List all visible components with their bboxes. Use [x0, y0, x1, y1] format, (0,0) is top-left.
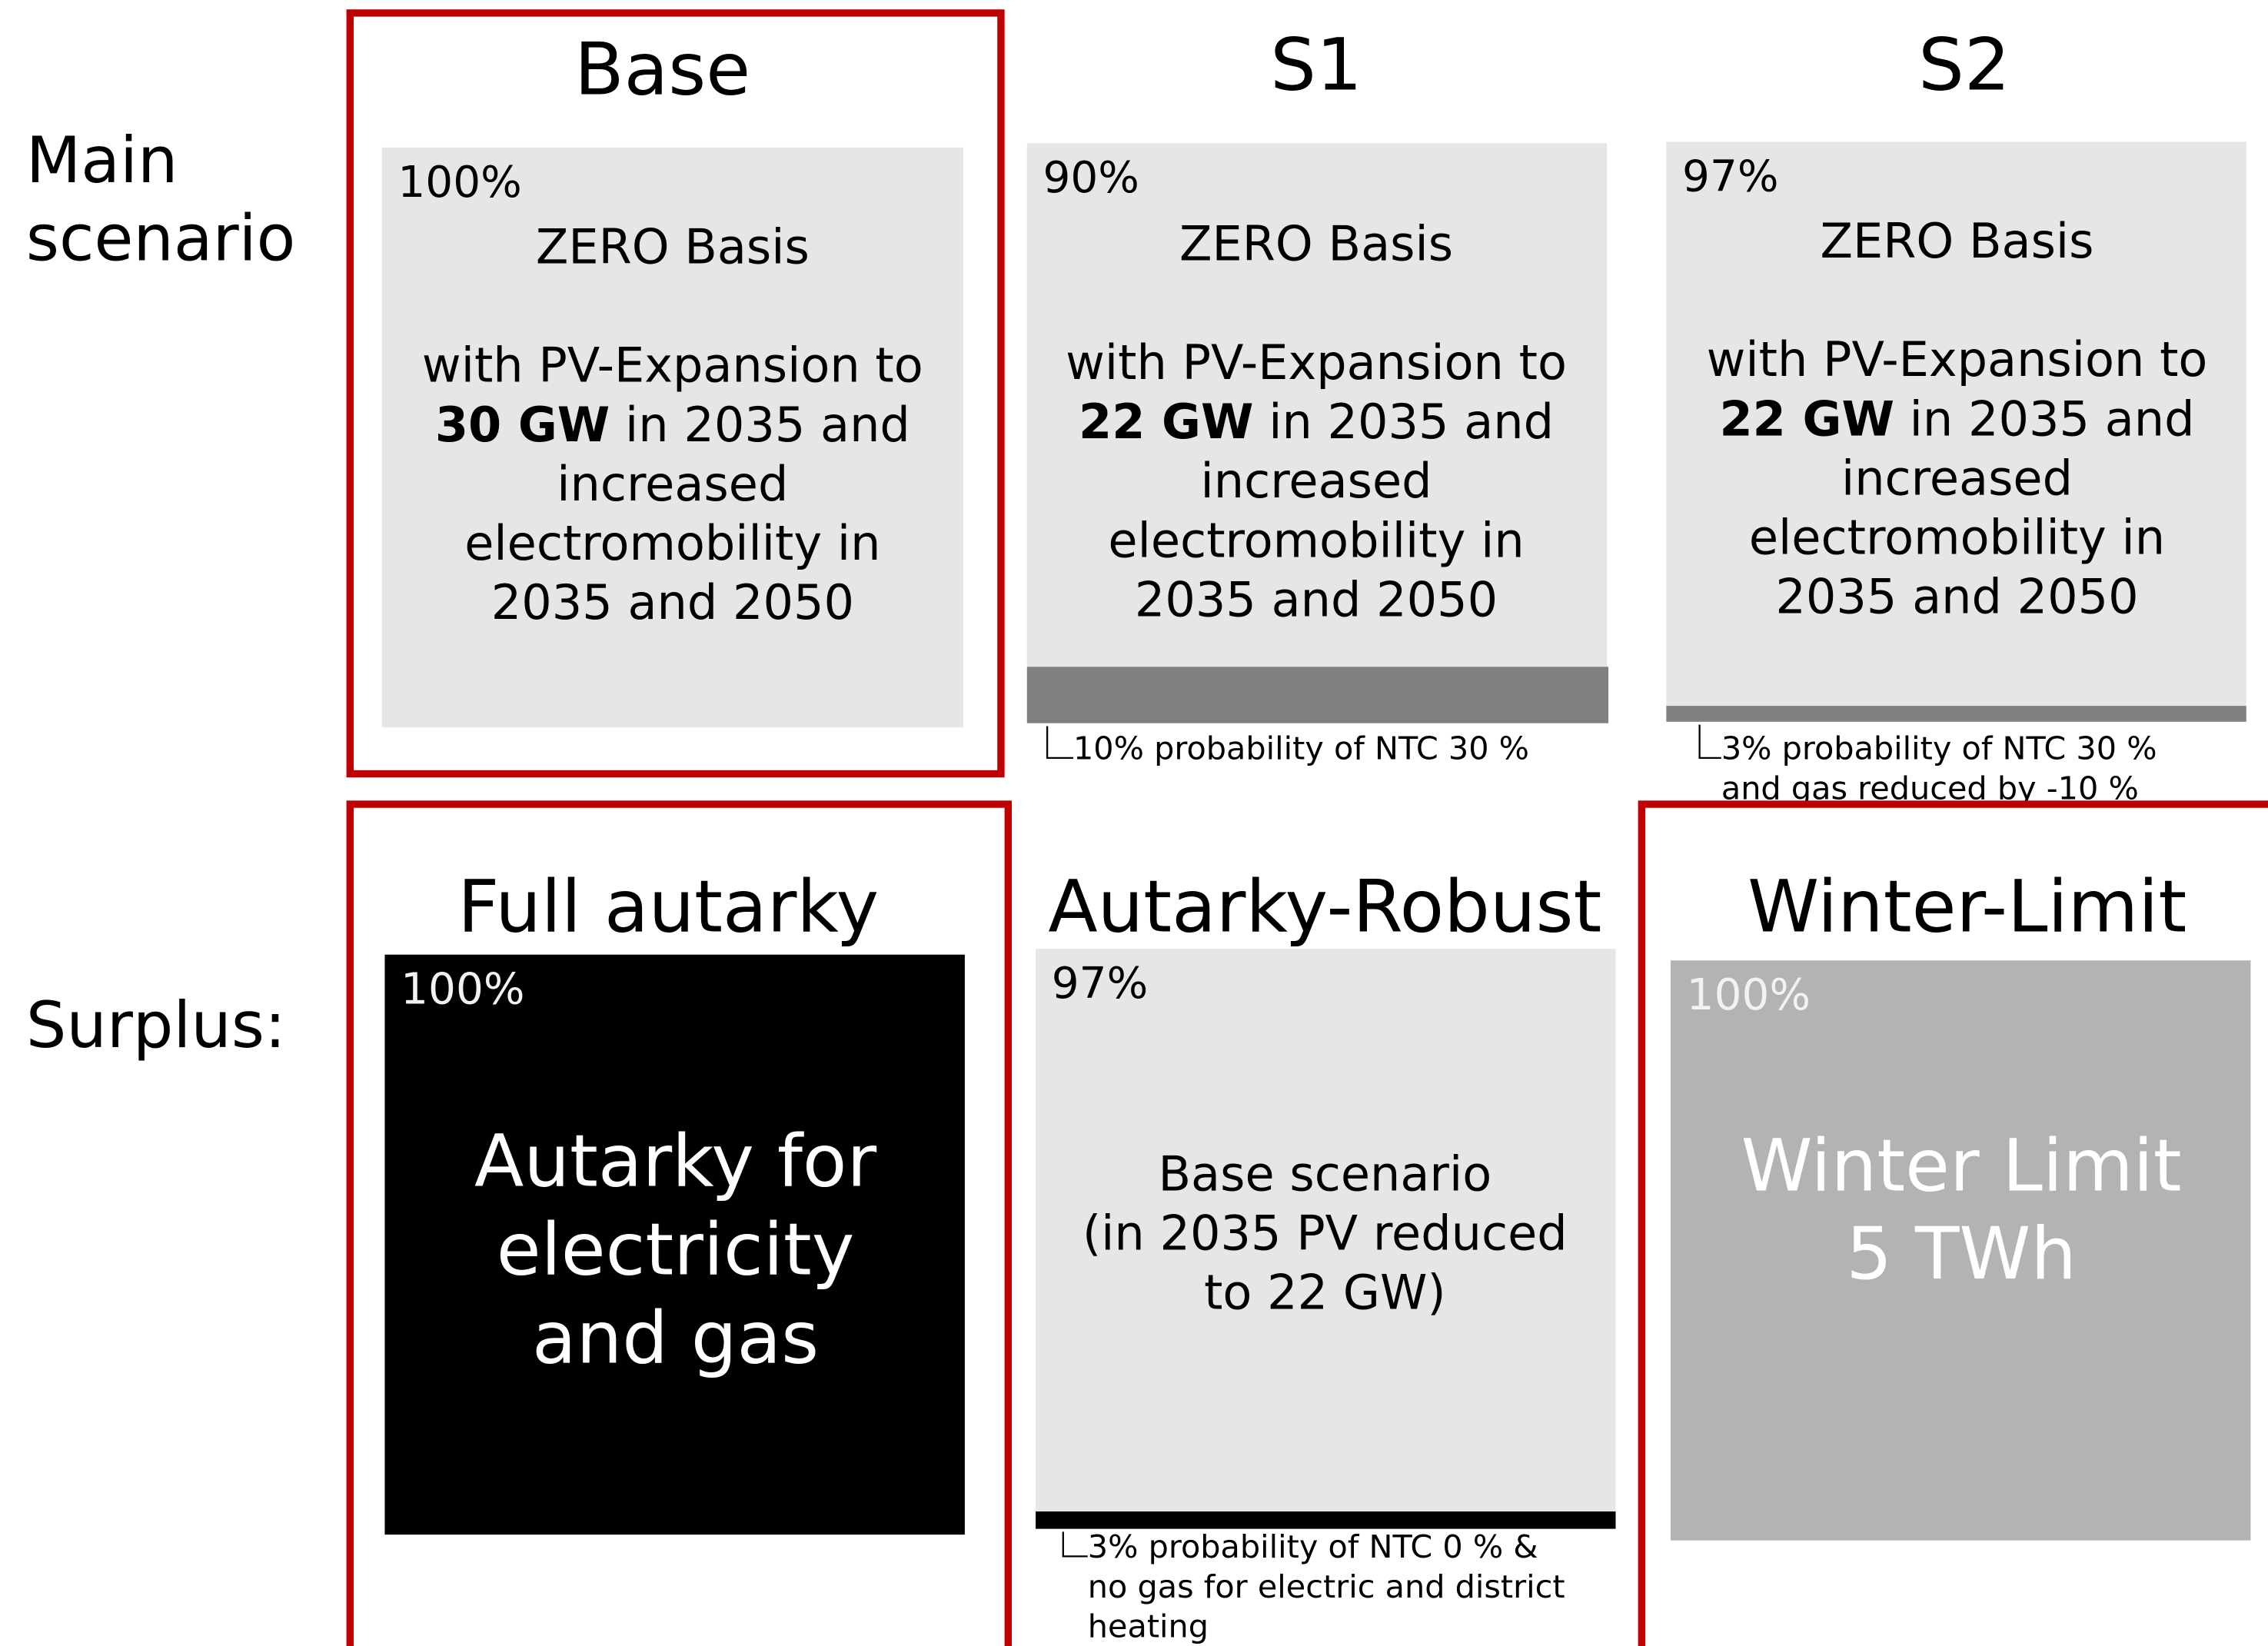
note-bracket	[1046, 726, 1073, 759]
body-line: 22 GW in 2035 and	[1719, 391, 2194, 447]
scenario-title: Full autarky	[457, 866, 879, 949]
body-text: electricity	[497, 1208, 855, 1292]
body-text: to 22 GW)	[1204, 1265, 1445, 1321]
body-line: 2035 and 2050	[491, 574, 854, 630]
body-text: (in 2035 PV reduced	[1082, 1205, 1568, 1262]
body-text: Winter Limit	[1741, 1124, 2182, 1208]
body-text: with PV-Expansion to	[1707, 331, 2208, 387]
body-text: in 2035 and	[1894, 391, 2195, 447]
body-line: electromobility in	[1749, 510, 2165, 566]
body-line: 2035 and 2050	[1135, 571, 1498, 627]
body-line: increased	[1201, 453, 1432, 509]
body-text: Autarky for	[474, 1120, 876, 1204]
scenario-title: S1	[1270, 24, 1362, 108]
card	[1670, 960, 2251, 1541]
body-line: electricity	[497, 1208, 855, 1292]
probability-bar	[1666, 706, 2246, 722]
body-line: Winter Limit	[1741, 1124, 2182, 1208]
body-text: electromobility in	[464, 515, 880, 571]
card	[1036, 949, 1616, 1512]
body-line: (in 2035 PV reduced	[1082, 1205, 1568, 1262]
body-line: increased	[1841, 450, 2073, 506]
card	[1666, 141, 2246, 707]
row-label: Surplus:	[26, 988, 286, 1062]
percent-label: 97%	[1682, 151, 1778, 201]
scenario-title: Autarky-Robust	[1048, 866, 1601, 949]
body-text: increased	[557, 456, 788, 512]
body-text: with PV-Expansion to	[422, 338, 923, 394]
body-text: 2035 and 2050	[1775, 569, 2138, 625]
body-line: 30 GW in 2035 and	[435, 397, 910, 453]
body-line: to 22 GW)	[1204, 1265, 1445, 1321]
scenario-title: Winter-Limit	[1748, 866, 2187, 949]
percent-label: 100%	[397, 158, 521, 208]
body-text: ZERO Basis	[536, 218, 810, 274]
probability-bar	[1026, 667, 1609, 723]
highlight-frame	[346, 800, 1013, 1646]
note-line: heating	[1088, 1608, 1209, 1645]
note-line: 3% probability of NTC 0 % &	[1088, 1528, 1538, 1565]
body-line: ZERO Basis	[1179, 216, 1453, 272]
card	[384, 954, 965, 1535]
body-line: electromobility in	[464, 515, 880, 571]
body-text: in 2035 and	[1253, 394, 1554, 450]
body-line: with PV-Expansion to	[1066, 334, 1567, 391]
body-line: 2035 and 2050	[1775, 569, 2138, 625]
body-text: 5 TWh	[1846, 1212, 2077, 1296]
body-text: 22 GW	[1719, 391, 1894, 447]
body-line: increased	[557, 456, 788, 512]
body-line: ZERO Basis	[1820, 213, 2093, 269]
row-label: Main	[26, 123, 178, 198]
body-text: electromobility in	[1749, 510, 2165, 566]
body-line: with PV-Expansion to	[1707, 331, 2208, 387]
note-line: 10% probability of NTC 30 %	[1073, 730, 1529, 767]
body-line: 22 GW in 2035 and	[1079, 394, 1554, 450]
body-text: in 2035 and	[610, 397, 910, 453]
percent-label: 97%	[1052, 959, 1148, 1009]
scenario-title: Base	[574, 28, 750, 111]
body-text: electromobility in	[1108, 512, 1524, 568]
body-text: increased	[1841, 450, 2073, 506]
body-line: and gas	[532, 1296, 819, 1380]
body-line: Base scenario	[1158, 1146, 1491, 1202]
percent-label: 100%	[401, 965, 524, 1015]
body-text: with PV-Expansion to	[1066, 334, 1567, 391]
note-line: 3% probability of NTC 30 %	[1721, 730, 2157, 767]
body-text: Base scenario	[1158, 1146, 1491, 1202]
body-line: with PV-Expansion to	[422, 338, 923, 394]
card	[1026, 143, 1608, 667]
body-text: 22 GW	[1079, 394, 1253, 450]
body-text: and gas	[532, 1296, 819, 1380]
body-text: 30 GW	[435, 397, 610, 453]
probability-bar	[1036, 1511, 1616, 1529]
body-line: 5 TWh	[1846, 1212, 2077, 1296]
note-bracket	[1062, 1531, 1088, 1558]
highlight-frame	[1638, 800, 2268, 1646]
body-line: Autarky for	[474, 1120, 876, 1204]
row-label: scenario	[26, 201, 295, 276]
body-line: ZERO Basis	[536, 218, 810, 274]
percent-label: 90%	[1043, 153, 1139, 203]
body-text: ZERO Basis	[1179, 216, 1453, 272]
body-line: electromobility in	[1108, 512, 1524, 568]
highlight-frame	[346, 9, 1005, 778]
note-bracket	[1698, 724, 1721, 759]
body-text: 2035 and 2050	[491, 574, 854, 630]
body-text: increased	[1201, 453, 1432, 509]
note-line: no gas for electric and district	[1088, 1568, 1565, 1605]
percent-label: 100%	[1687, 970, 1811, 1020]
body-text: ZERO Basis	[1820, 213, 2093, 269]
body-text: 2035 and 2050	[1135, 571, 1498, 627]
card	[381, 147, 963, 728]
scenario-title: S2	[1918, 24, 2010, 108]
